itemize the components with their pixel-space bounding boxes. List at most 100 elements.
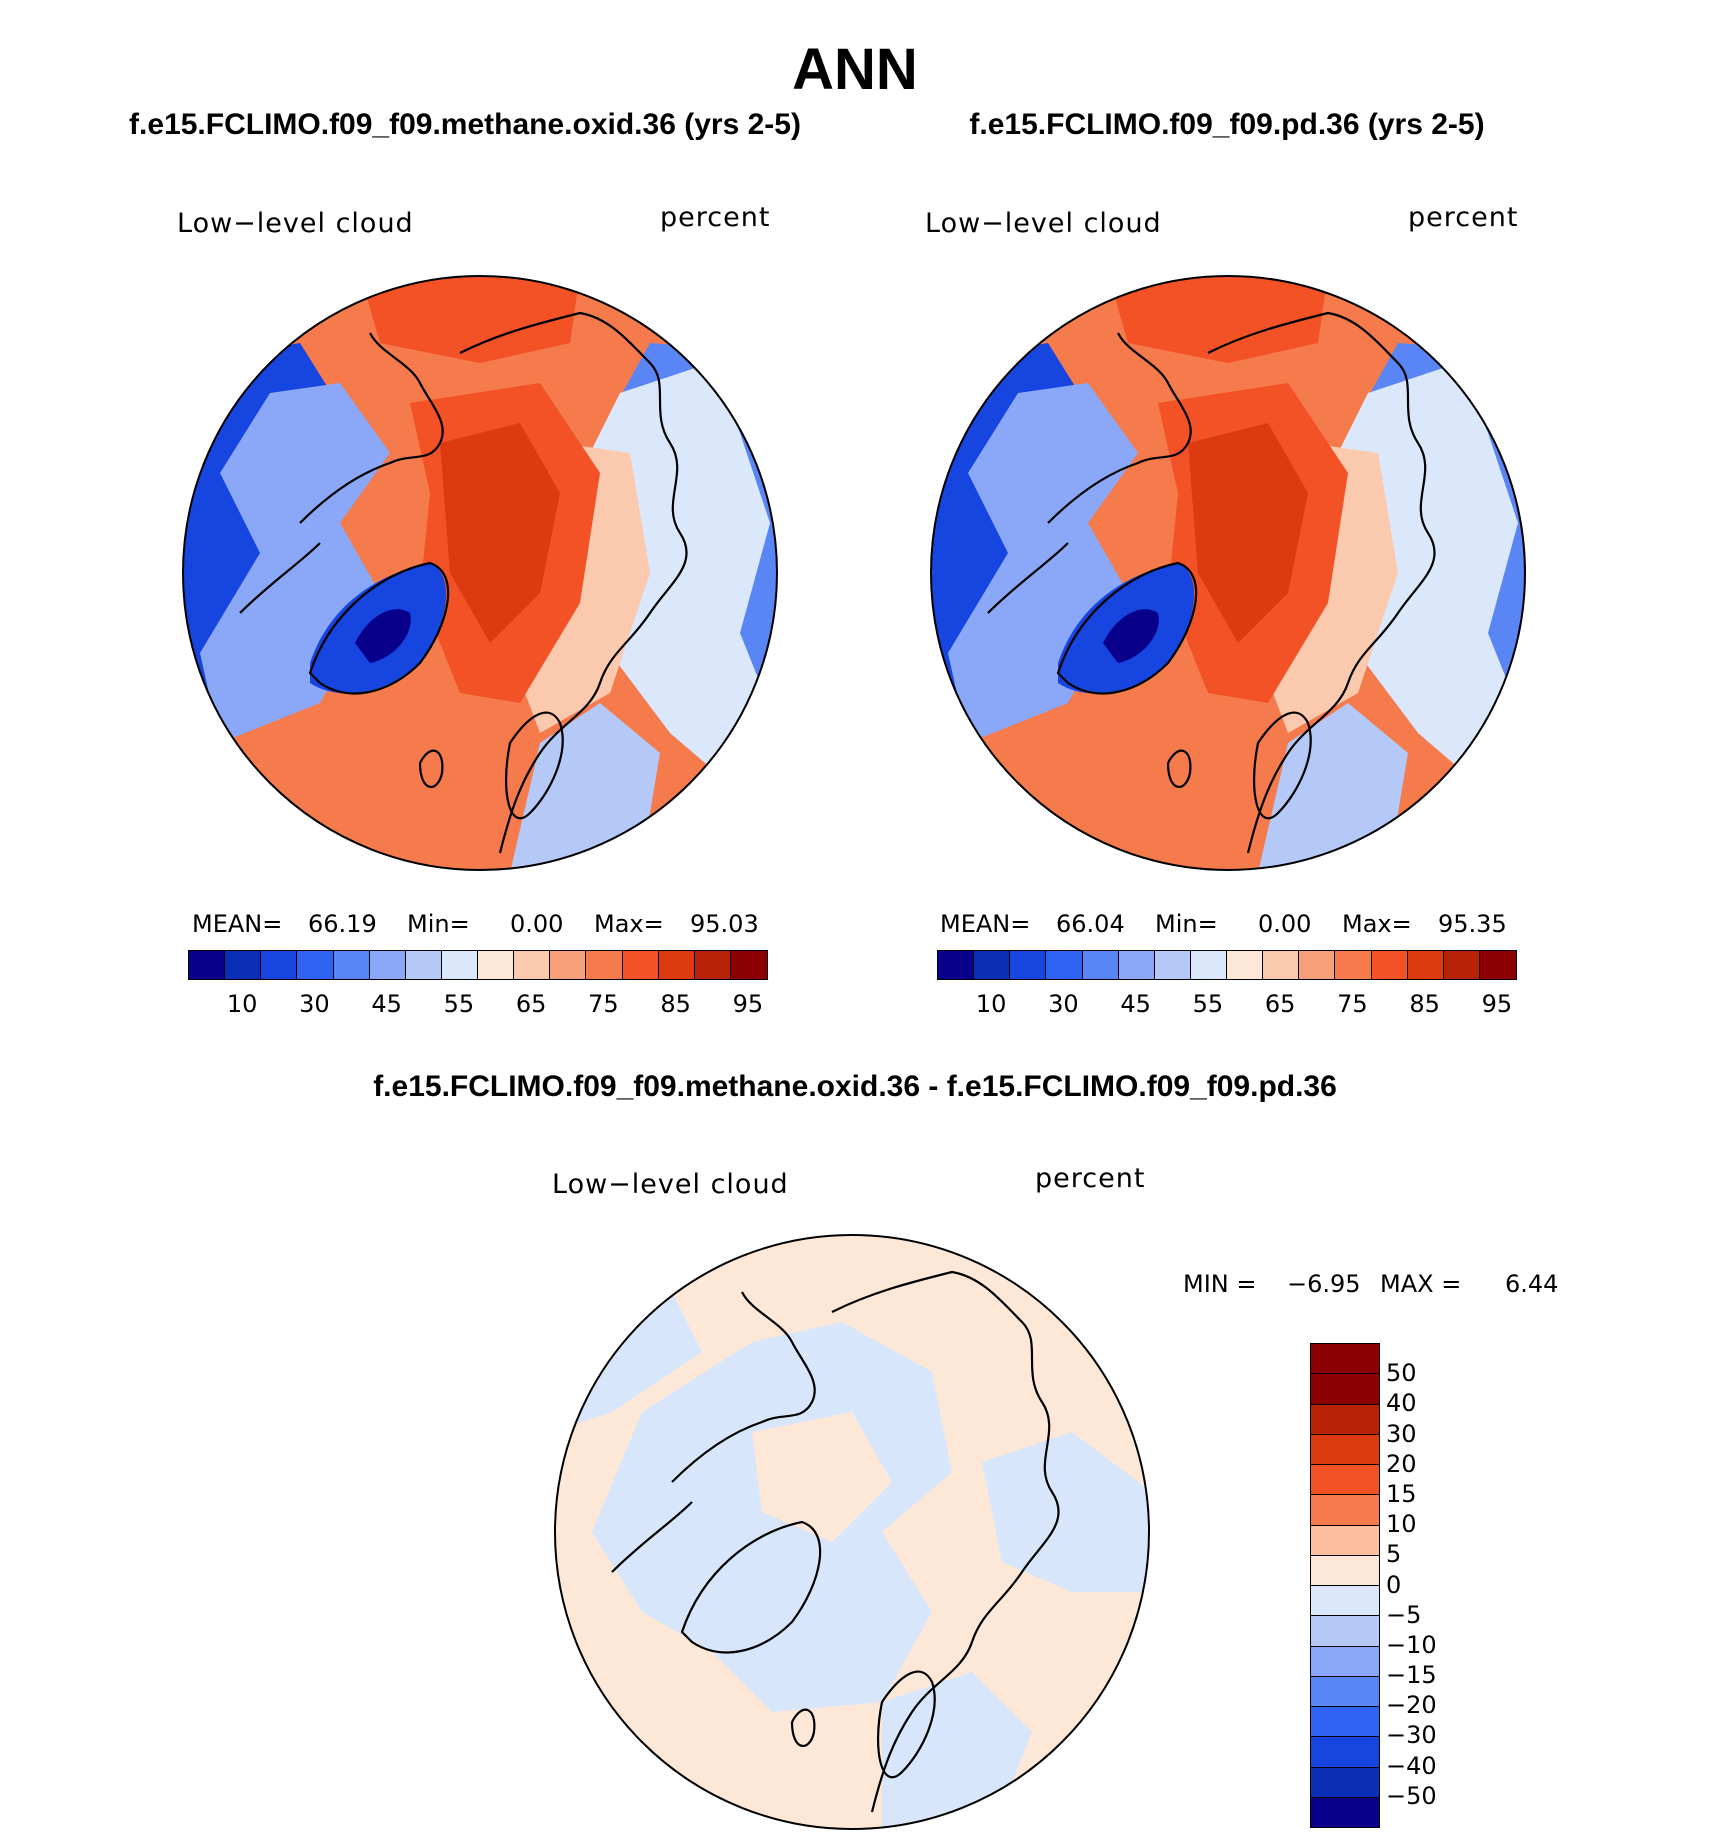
- diff-max-value: 6.44: [1505, 1270, 1559, 1298]
- right-max-label: Max=: [1342, 910, 1412, 938]
- colorbar-swatch: [1311, 1434, 1379, 1465]
- coast-scandinavia: [1252, 711, 1312, 820]
- colorbar-tick-label: −10: [1386, 1630, 1437, 1659]
- central-max: [1188, 423, 1308, 643]
- coast-uk: [790, 1708, 816, 1748]
- diff-max-label: MAX =: [1380, 1270, 1462, 1298]
- colorbar-swatch: [1311, 1525, 1379, 1556]
- colorbar-swatch: [586, 951, 623, 979]
- neutral-region-southeast: [510, 703, 660, 870]
- colorbar-swatch: [622, 951, 659, 979]
- colorbar-swatch: [1082, 951, 1119, 979]
- colorbar-swatch: [1311, 1374, 1379, 1405]
- colorbar-tick-label: 50: [1386, 1359, 1417, 1388]
- colorbar-tick-label: 10: [975, 990, 1007, 1018]
- left-units-label: percent: [660, 202, 771, 233]
- coast-north-america: [987, 332, 1192, 614]
- coast-scandinavia: [876, 1670, 936, 1779]
- colorbar-swatch: [1311, 1737, 1379, 1768]
- left-mean-label: MEAN=: [192, 910, 283, 938]
- colorbar-swatch: [1311, 1495, 1379, 1526]
- right-case-title: f.e15.FCLIMO.f09_f09.pd.36 (yrs 2-5): [969, 108, 1485, 141]
- right-polar-map: [930, 275, 1526, 871]
- colorbar-swatch: [974, 951, 1011, 979]
- right-variable-label: Low−level cloud: [925, 208, 1162, 239]
- left-max-value: 95.03: [690, 910, 759, 938]
- greenland-min: [1103, 609, 1159, 663]
- left-case-title: f.e15.FCLIMO.f09_f09.methane.oxid.36 (yr…: [129, 108, 801, 141]
- colorbar-tick-label: 0: [1386, 1570, 1402, 1599]
- colorbar-swatch: [225, 951, 262, 979]
- negative-region-east: [982, 1432, 1149, 1592]
- right-mean-value: 66.04: [1056, 910, 1125, 938]
- colorbar-tick-label: 65: [1264, 990, 1296, 1018]
- colorbar-tick-label: 65: [515, 990, 547, 1018]
- figure-title: ANN: [792, 37, 918, 102]
- right-min-label: Min=: [1155, 910, 1218, 938]
- left-mean-value: 66.19: [308, 910, 377, 938]
- colorbar-swatch: [478, 951, 515, 979]
- colorbar-swatch: [1190, 951, 1227, 979]
- colorbar-tick-label: 95: [1481, 990, 1513, 1018]
- colorbar-tick-label: 75: [1337, 990, 1368, 1018]
- coast-greenland: [680, 1520, 822, 1654]
- colorbar-swatch: [1299, 951, 1336, 979]
- greenland-min: [355, 609, 411, 663]
- diff-units-label: percent: [1035, 1163, 1146, 1194]
- colorbar-swatch: [1311, 1404, 1379, 1435]
- colorbar-tick-label: 20: [1386, 1449, 1417, 1478]
- coast-north-america: [611, 1291, 816, 1573]
- colorbar-tick-label: 5: [1386, 1540, 1402, 1569]
- colorbar-tick-label: 40: [1386, 1389, 1417, 1418]
- colorbar-swatch: [1407, 951, 1444, 979]
- coast-north-america: [239, 332, 444, 614]
- neutral-region-southeast: [1258, 703, 1408, 870]
- colorbar-tick-label: 30: [299, 990, 330, 1018]
- colorbar-tick-label: 10: [226, 990, 258, 1018]
- coast-greenland: [308, 561, 450, 695]
- north-pacific-top: [1108, 276, 1328, 363]
- colorbar-swatch: [1227, 951, 1264, 979]
- right-units-label: percent: [1408, 202, 1519, 233]
- colorbar-tick-label: 30: [1386, 1419, 1417, 1448]
- coast-greenland: [1056, 561, 1198, 695]
- north-pacific-top: [360, 276, 580, 363]
- colorbar-tick-label: −30: [1386, 1721, 1437, 1750]
- colorbar-swatch: [1443, 951, 1480, 979]
- colorbar-swatch: [1311, 1767, 1379, 1798]
- left-variable-label: Low−level cloud: [177, 208, 414, 239]
- coast-eurasia: [459, 311, 688, 854]
- coast-scandinavia: [504, 711, 564, 820]
- colorbar-swatch: [694, 951, 731, 979]
- colorbar-tick-label: −15: [1386, 1661, 1437, 1690]
- colorbar-swatch: [333, 951, 370, 979]
- colorbar-swatch: [1154, 951, 1191, 979]
- colorbar-tick-label: 45: [1120, 990, 1151, 1018]
- colorbar-swatch: [1311, 1646, 1379, 1677]
- colorbar-swatch: [730, 951, 767, 979]
- right-max-value: 95.35: [1438, 910, 1507, 938]
- colorbar-swatch: [1311, 1797, 1379, 1827]
- diff-colorbar: [1310, 1343, 1380, 1828]
- colorbar-tick-label: 55: [1192, 990, 1224, 1018]
- colorbar-swatch: [550, 951, 587, 979]
- right-min-value: 0.00: [1258, 910, 1312, 938]
- colorbar-tick-label: 15: [1386, 1479, 1417, 1508]
- diff-variable-label: Low−level cloud: [552, 1169, 789, 1200]
- colorbar-swatch: [1046, 951, 1083, 979]
- colorbar-tick-label: −5: [1386, 1600, 1422, 1629]
- right-mean-label: MEAN=: [940, 910, 1031, 938]
- colorbar-tick-label: 30: [1048, 990, 1079, 1018]
- colorbar-swatch: [514, 951, 551, 979]
- diff-min-label: MIN =: [1183, 1270, 1257, 1298]
- colorbar-tick-label: 85: [660, 990, 691, 1018]
- right-colorbar: [937, 950, 1517, 980]
- colorbar-tick-label: −20: [1386, 1691, 1437, 1720]
- positive-patch-center: [752, 1412, 892, 1542]
- colorbar-swatch: [1010, 951, 1047, 979]
- diff-min-value: −6.95: [1287, 1270, 1361, 1298]
- colorbar-swatch: [369, 951, 406, 979]
- colorbar-tick-label: 75: [588, 990, 619, 1018]
- colorbar-swatch: [189, 951, 226, 979]
- colorbar-swatch: [1311, 1707, 1379, 1738]
